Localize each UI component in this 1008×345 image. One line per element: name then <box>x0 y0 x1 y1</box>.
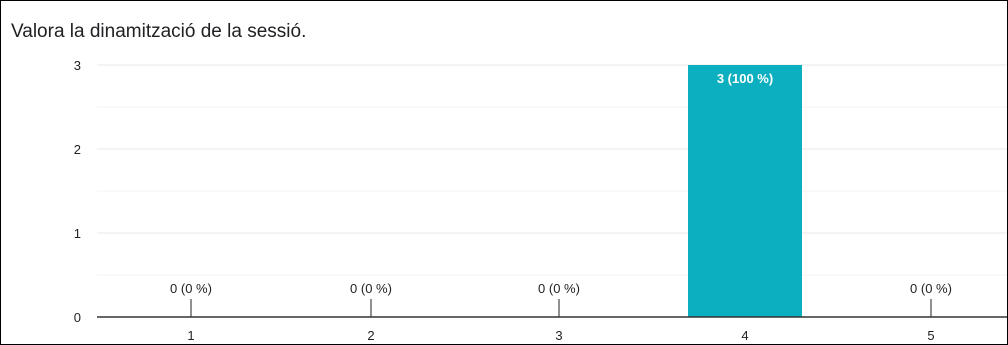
x-tick-label: 5 <box>927 328 934 343</box>
y-tick-label: 2 <box>74 142 81 157</box>
data-label: 0 (0 %) <box>350 281 392 296</box>
chart-title: Valora la dinamització de la sessió. <box>11 21 307 42</box>
data-label: 0 (0 %) <box>538 281 580 296</box>
data-label: 0 (0 %) <box>910 281 952 296</box>
bar <box>688 65 802 317</box>
x-tick-label: 3 <box>555 328 562 343</box>
y-tick-label: 0 <box>74 310 81 325</box>
data-label: 3 (100 %) <box>717 71 773 86</box>
x-tick-label: 1 <box>187 328 194 343</box>
data-label: 0 (0 %) <box>170 281 212 296</box>
x-tick-label: 4 <box>741 328 748 343</box>
y-tick-label: 1 <box>74 226 81 241</box>
x-tick-label: 2 <box>367 328 374 343</box>
y-tick-label: 3 <box>74 58 81 73</box>
